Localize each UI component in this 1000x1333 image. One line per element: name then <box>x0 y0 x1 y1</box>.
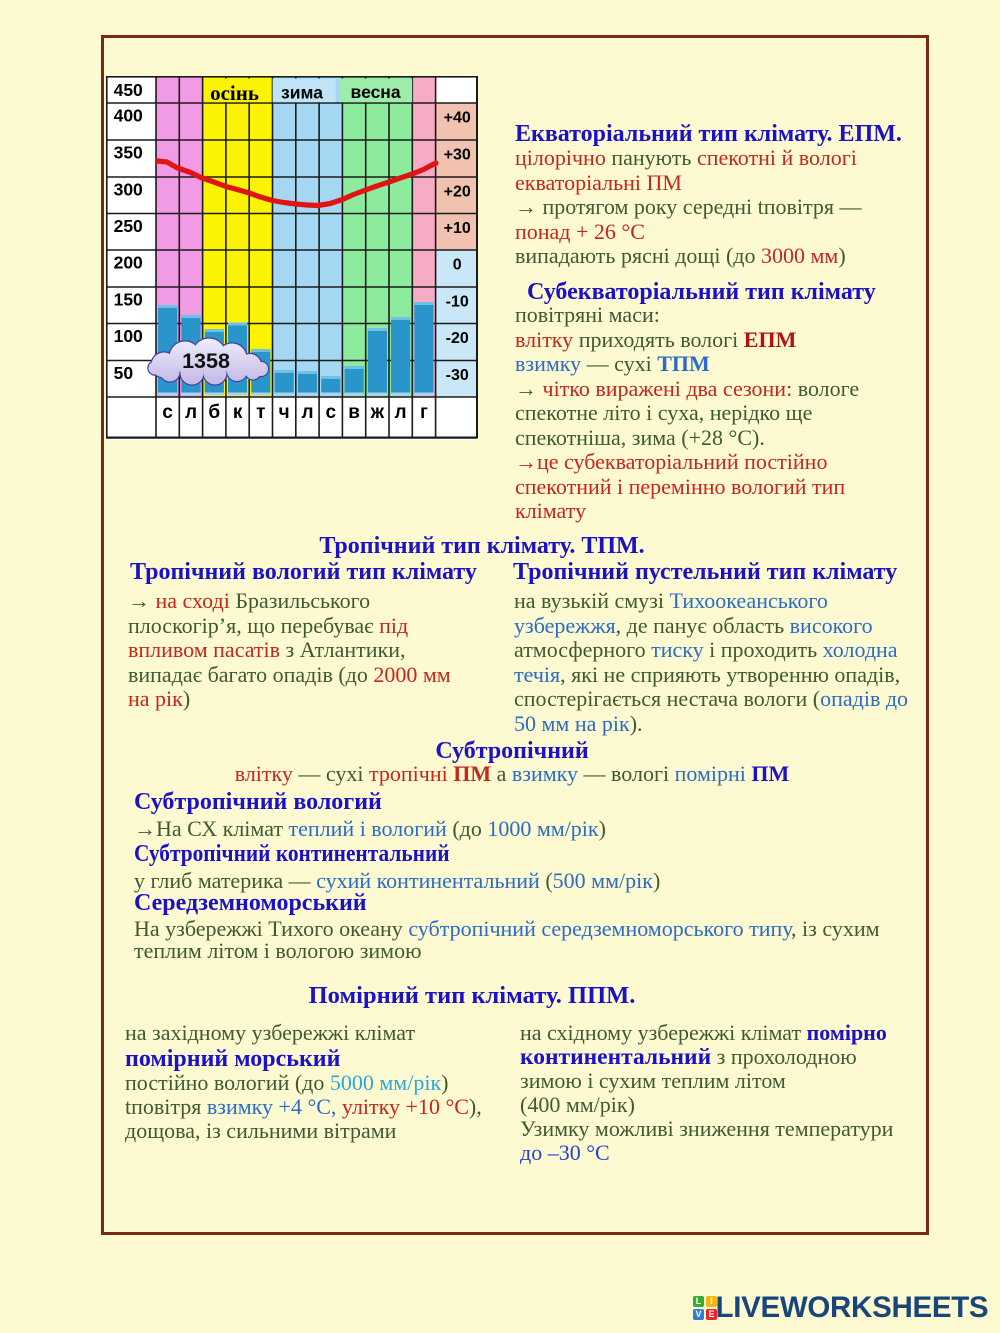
svg-text:-20: -20 <box>446 330 469 347</box>
svg-text:1358: 1358 <box>182 349 230 373</box>
svg-text:-10: -10 <box>446 294 469 311</box>
svg-text:к: к <box>233 402 243 423</box>
svg-text:+40: +40 <box>444 110 471 127</box>
svg-text:в: в <box>348 402 360 423</box>
svg-text:с: с <box>326 402 337 423</box>
svg-text:осінь: осінь <box>210 81 259 105</box>
svg-text:с: с <box>162 402 173 423</box>
svg-text:+10: +10 <box>444 220 471 237</box>
svg-text:450: 450 <box>114 80 143 100</box>
svg-text:350: 350 <box>114 143 143 163</box>
svg-text:+20: +20 <box>444 184 471 201</box>
svg-text:л: л <box>395 402 407 423</box>
svg-text:250: 250 <box>114 216 143 236</box>
svg-text:л: л <box>301 402 313 423</box>
svg-text:т: т <box>256 402 265 423</box>
svg-text:100: 100 <box>114 326 143 346</box>
svg-text:г: г <box>420 402 428 423</box>
svg-text:зима: зима <box>281 83 323 103</box>
svg-text:0: 0 <box>453 257 462 274</box>
svg-text:150: 150 <box>114 290 143 310</box>
svg-text:200: 200 <box>114 253 143 273</box>
svg-text:+30: +30 <box>444 147 471 164</box>
svg-text:б: б <box>208 402 220 423</box>
svg-text:50: 50 <box>114 363 134 383</box>
svg-text:400: 400 <box>114 106 143 126</box>
svg-text:300: 300 <box>114 180 143 200</box>
svg-text:весна: весна <box>351 82 401 102</box>
svg-text:ч: ч <box>279 402 290 423</box>
svg-text:л: л <box>185 402 197 423</box>
svg-text:-30: -30 <box>446 367 469 384</box>
svg-text:ж: ж <box>370 402 385 423</box>
